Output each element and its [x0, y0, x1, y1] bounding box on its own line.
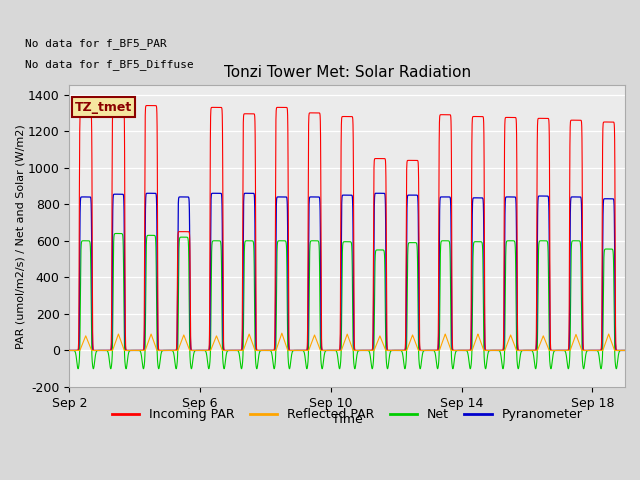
Title: Tonzi Tower Met: Solar Radiation: Tonzi Tower Met: Solar Radiation [223, 65, 471, 80]
Legend: Incoming PAR, Reflected PAR, Net, Pyranometer: Incoming PAR, Reflected PAR, Net, Pyrano… [107, 403, 588, 426]
Text: No data for f_BF5_Diffuse: No data for f_BF5_Diffuse [25, 60, 194, 70]
Text: TZ_tmet: TZ_tmet [75, 100, 132, 114]
X-axis label: Time: Time [332, 412, 363, 425]
Y-axis label: PAR (umol/m2/s) / Net and Solar (W/m2): PAR (umol/m2/s) / Net and Solar (W/m2) [15, 124, 25, 348]
Text: No data for f_BF5_PAR: No data for f_BF5_PAR [25, 38, 166, 49]
